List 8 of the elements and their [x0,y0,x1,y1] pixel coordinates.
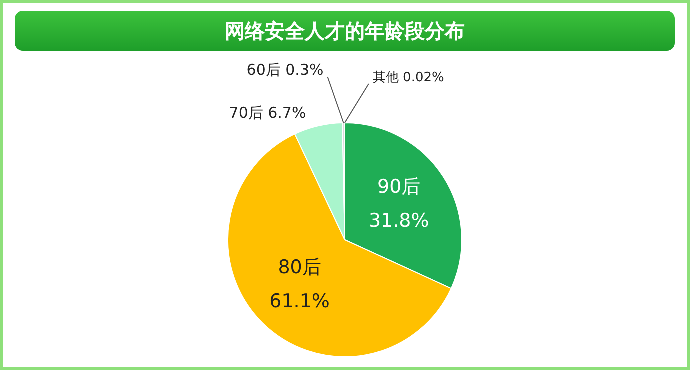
slice-label: 80后 [278,256,322,279]
data-label: 61.1% [270,290,330,313]
data-label: 31.8% [368,210,430,232]
slice-label: 90后 [378,176,421,198]
slice-label: 70后 6.7% [229,104,306,122]
slice-label: 60后 0.3% [246,60,324,79]
chart-title: 网络安全人才的年龄段分布 [15,11,675,51]
slice-label: 其他 0.02% [372,70,444,86]
